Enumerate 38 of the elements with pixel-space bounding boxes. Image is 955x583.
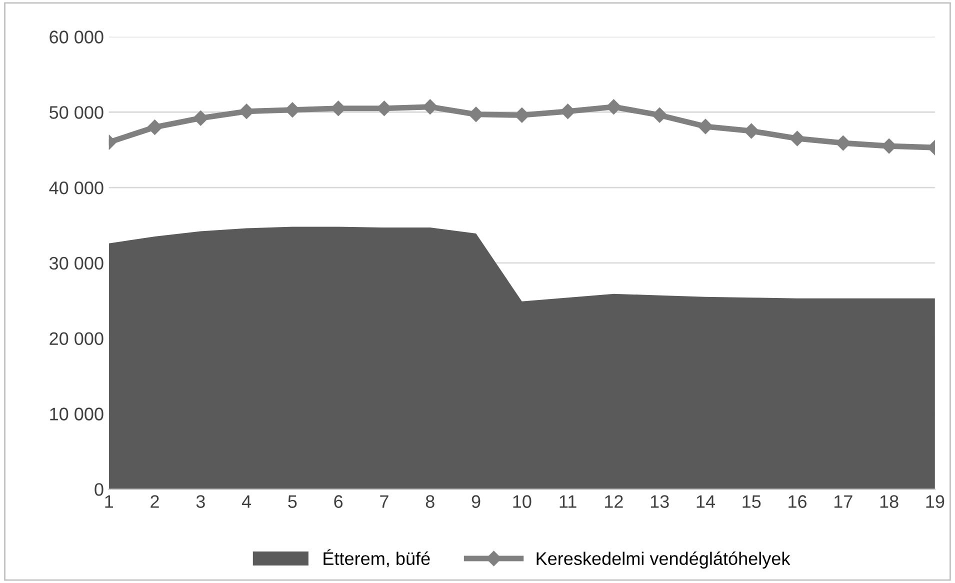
- point: [744, 123, 759, 139]
- x-tick-label: 12: [605, 495, 623, 508]
- point: [652, 108, 668, 123]
- x-tick-label: 19: [926, 495, 944, 508]
- x-tick-label: 10: [513, 495, 532, 508]
- x-tick-label: 7: [380, 495, 388, 508]
- y-tick-label: 10 000: [50, 408, 104, 420]
- point: [836, 135, 851, 151]
- x-tick-label: 4: [242, 495, 252, 508]
- x-tick-label: 15: [742, 495, 761, 508]
- legend-label: Kereskedelmi vendéglátóhelyek: [536, 552, 790, 569]
- point: [560, 104, 576, 119]
- x-tick-label: 13: [650, 495, 669, 508]
- y-tick-label: 0: [94, 483, 104, 496]
- point: [698, 118, 714, 134]
- x-tick-label: 17: [834, 495, 852, 508]
- x-tick-label: 1: [105, 495, 114, 508]
- x-tick-label: 14: [696, 495, 715, 508]
- y-tick-label: 50 000: [50, 106, 104, 119]
- x-tick-label: 16: [788, 495, 807, 508]
- x-tick-label: 8: [426, 495, 434, 508]
- y-tick-label: 30 000: [49, 256, 104, 270]
- x-tick-label: 6: [334, 495, 343, 508]
- point: [606, 99, 622, 114]
- x-tick-label: 2: [150, 495, 159, 508]
- point: [193, 110, 208, 126]
- y-tick-label: 60 000: [50, 30, 104, 44]
- point: [422, 99, 438, 114]
- x-tick-label: 18: [880, 495, 898, 508]
- x-tick-label: 5: [288, 495, 297, 508]
- point: [147, 120, 162, 135]
- x-tick-label: 3: [196, 495, 205, 508]
- legend-label: Étterem, büfé: [324, 549, 430, 568]
- y-tick-label: 20 000: [50, 332, 104, 346]
- x-tick-label: 9: [472, 495, 480, 508]
- x-tick-label: 11: [560, 495, 576, 508]
- y-tick-label: 40 000: [49, 181, 104, 194]
- point: [790, 130, 805, 146]
